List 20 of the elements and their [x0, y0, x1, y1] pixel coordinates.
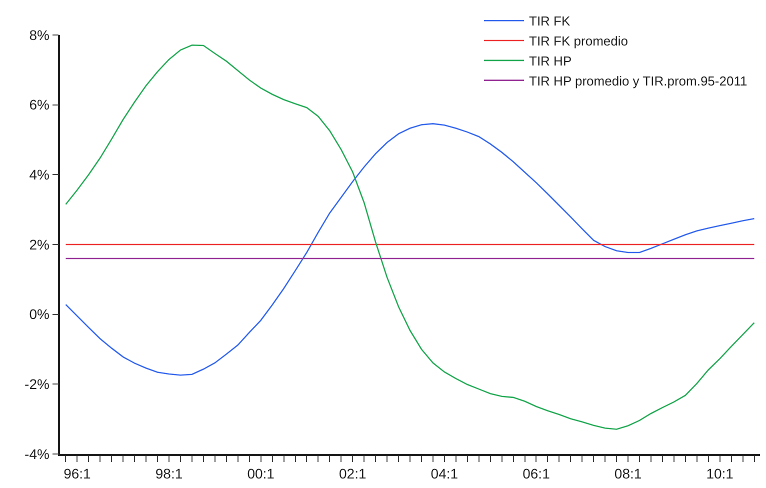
y-tick-label: 2%	[29, 236, 50, 252]
x-tick-label: 10:1	[706, 466, 734, 482]
line-series	[65, 123, 755, 376]
y-tick-label: -2%	[24, 376, 50, 392]
x-tick-label: 96:1	[64, 466, 92, 482]
x-tick-label: 08:1	[614, 466, 642, 482]
y-tick-label: 6%	[29, 96, 50, 113]
legend-label: TIR HP	[529, 53, 572, 68]
legend-label: TIR FK	[529, 14, 570, 29]
x-tick-label: 04:1	[430, 466, 458, 482]
y-tick-label: 4%	[29, 166, 50, 183]
x-tick-label: 02:1	[338, 466, 366, 482]
y-tick-label: 8%	[29, 26, 50, 43]
y-tick-label: -4%	[24, 446, 50, 462]
y-tick-label: 0%	[29, 306, 50, 322]
legend-label: TIR FK promedio	[529, 34, 628, 49]
x-tick-label: 98:1	[155, 466, 183, 482]
x-tick-label: 00:1	[247, 466, 275, 482]
legend-label: TIR HP promedio y TIR.prom.95-2011	[529, 73, 748, 88]
x-tick-label: 06:1	[522, 466, 550, 482]
